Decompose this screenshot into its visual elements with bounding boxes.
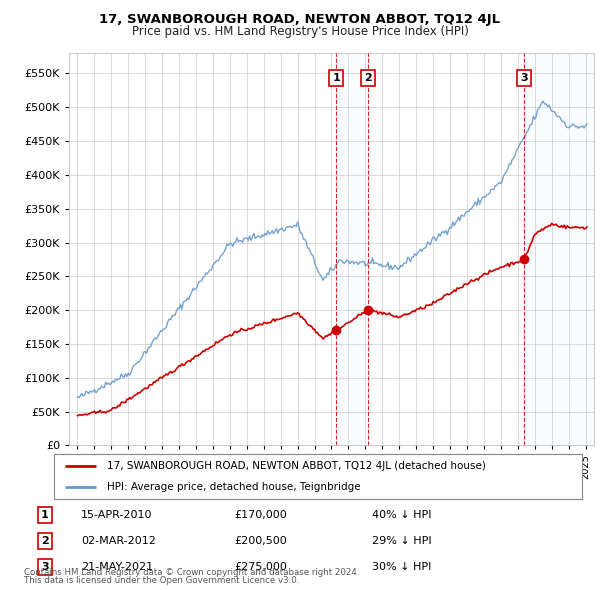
Text: 1: 1 [41, 510, 49, 520]
Text: £275,000: £275,000 [234, 562, 287, 572]
Text: 29% ↓ HPI: 29% ↓ HPI [372, 536, 431, 546]
Bar [524, 53, 594, 445]
Text: 17, SWANBOROUGH ROAD, NEWTON ABBOT, TQ12 4JL (detached house): 17, SWANBOROUGH ROAD, NEWTON ABBOT, TQ12… [107, 461, 485, 471]
Text: 3: 3 [41, 562, 49, 572]
Text: 1: 1 [332, 73, 340, 83]
Text: 17, SWANBOROUGH ROAD, NEWTON ABBOT, TQ12 4JL: 17, SWANBOROUGH ROAD, NEWTON ABBOT, TQ12… [100, 13, 500, 26]
Text: 30% ↓ HPI: 30% ↓ HPI [372, 562, 431, 572]
Text: 3: 3 [520, 73, 528, 83]
Text: 40% ↓ HPI: 40% ↓ HPI [372, 510, 431, 520]
Text: Contains HM Land Registry data © Crown copyright and database right 2024.: Contains HM Land Registry data © Crown c… [24, 568, 359, 577]
Text: £170,000: £170,000 [234, 510, 287, 520]
Text: £200,500: £200,500 [234, 536, 287, 546]
Bar [337, 53, 368, 445]
Text: HPI: Average price, detached house, Teignbridge: HPI: Average price, detached house, Teig… [107, 483, 361, 493]
Text: 15-APR-2010: 15-APR-2010 [81, 510, 152, 520]
Text: 02-MAR-2012: 02-MAR-2012 [81, 536, 156, 546]
Text: Price paid vs. HM Land Registry's House Price Index (HPI): Price paid vs. HM Land Registry's House … [131, 25, 469, 38]
Text: This data is licensed under the Open Government Licence v3.0.: This data is licensed under the Open Gov… [24, 576, 299, 585]
Text: 2: 2 [364, 73, 372, 83]
Text: 21-MAY-2021: 21-MAY-2021 [81, 562, 153, 572]
Text: 2: 2 [41, 536, 49, 546]
